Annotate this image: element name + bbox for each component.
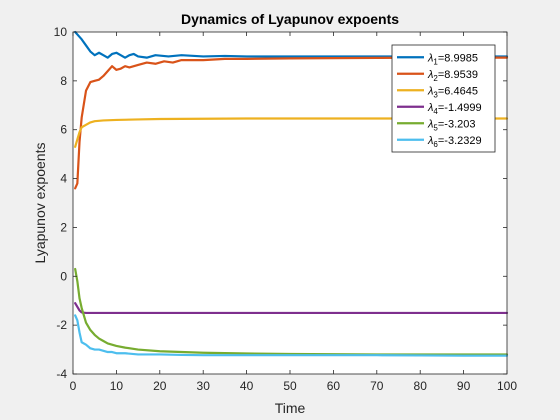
legend: λ1=8.9985 λ2=8.9539 λ3=6.4645 λ4=-1.4999 λ5=… <box>391 44 496 153</box>
legend-entry-6: λ6=-3.2329 <box>427 135 482 149</box>
x-tick-label: 10 <box>110 379 124 393</box>
y-tick-label: 2 <box>60 220 67 234</box>
series-line-1 <box>74 30 509 59</box>
x-tick-label: 0 <box>70 379 77 393</box>
x-tick-label: 20 <box>153 379 167 393</box>
legend-entry-1: λ1=8.9985 <box>427 52 478 66</box>
ticks-layer: 0 10 20 30 40 50 60 70 80 90 100 -4 -2 0 2 4 6 8 10 <box>54 25 518 393</box>
series-line-4 <box>74 302 509 315</box>
y-tick-label: 10 <box>54 25 68 39</box>
y-tick-label: -2 <box>56 318 67 332</box>
x-axis-label: Time <box>275 400 306 416</box>
x-tick-label: 80 <box>414 379 428 393</box>
y-tick-label: 8 <box>60 74 67 88</box>
series-layer <box>74 30 509 357</box>
x-tick-label: 30 <box>197 379 211 393</box>
legend-entry-3: λ3=6.4645 <box>427 85 478 99</box>
x-tick-label: 70 <box>370 379 384 393</box>
y-axis-label: Lyapunov expoents <box>32 143 48 264</box>
legend-entry-5: λ5=-3.203 <box>427 118 476 132</box>
y-tick-label: -4 <box>56 367 67 381</box>
x-tick-label: 60 <box>327 379 341 393</box>
y-tick-label: 6 <box>60 123 67 137</box>
series-line-6 <box>74 314 509 357</box>
series-line-3 <box>74 117 509 148</box>
series-line-2 <box>74 56 509 190</box>
x-tick-label: 40 <box>240 379 254 393</box>
x-tick-label: 50 <box>283 379 297 393</box>
y-tick-label: 4 <box>60 172 67 186</box>
y-tick-label: 0 <box>60 269 67 283</box>
x-tick-label: 90 <box>457 379 471 393</box>
legend-box <box>391 44 496 153</box>
chart-title: Dynamics of Lyapunov expoents <box>181 11 399 27</box>
legend-entry-4: λ4=-1.4999 <box>427 102 482 116</box>
legend-entry-2: λ2=8.9539 <box>427 69 478 83</box>
x-tick-label: 100 <box>497 379 517 393</box>
